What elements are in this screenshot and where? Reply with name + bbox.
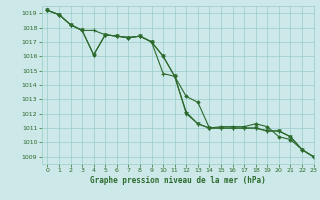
X-axis label: Graphe pression niveau de la mer (hPa): Graphe pression niveau de la mer (hPa) (90, 176, 266, 185)
